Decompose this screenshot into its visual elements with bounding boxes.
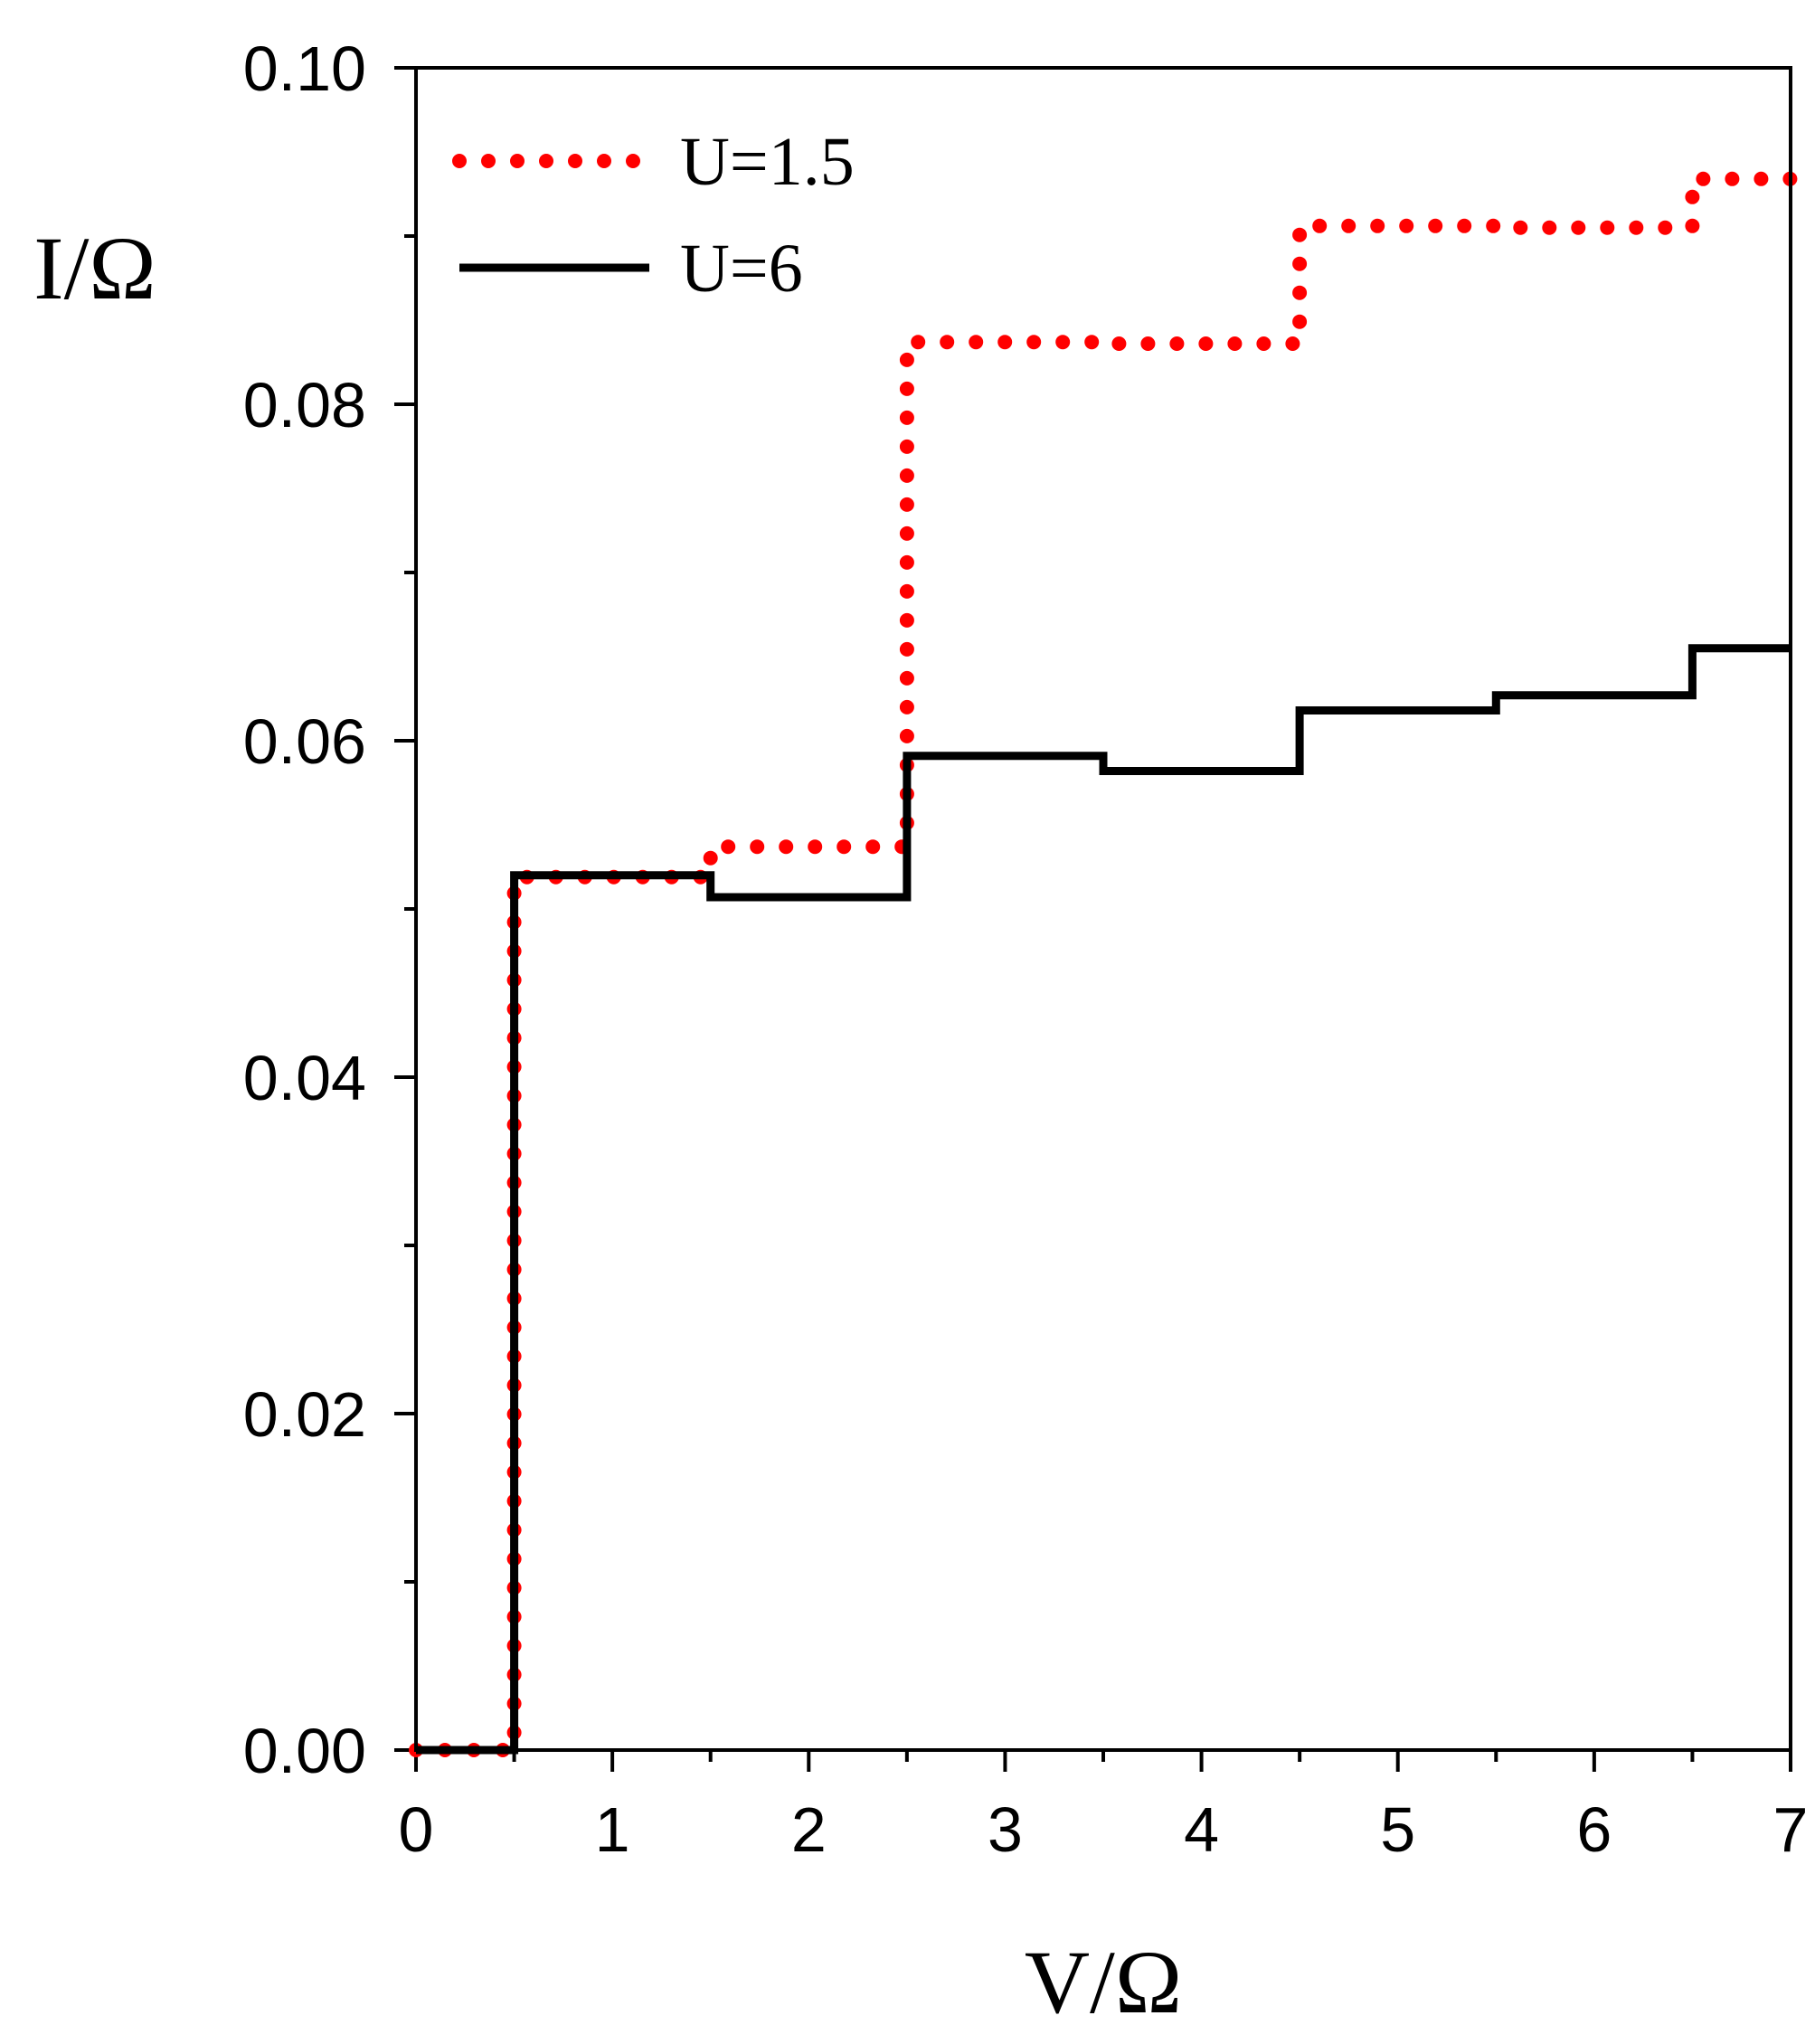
- y-tick-label: 0.04: [243, 1043, 366, 1113]
- x-tick-label: 6: [1576, 1794, 1612, 1865]
- y-tick-label: 0.02: [243, 1379, 366, 1450]
- y-tick-label: 0.10: [243, 33, 366, 104]
- plot-frame: [414, 66, 1792, 1752]
- series-layer: [409, 171, 1798, 1757]
- y-axis-ticks: 0.00 0.02 0.04 0.06 0.08 0.10: [243, 33, 416, 1786]
- x-tick-label: 5: [1380, 1794, 1415, 1865]
- x-tick-label: 4: [1184, 1794, 1219, 1865]
- series-line-u-6: [416, 644, 1791, 1755]
- x-tick-label: 0: [399, 1794, 434, 1865]
- series-line-u-1-5: [409, 171, 1798, 1757]
- legend-label: U=1.5: [680, 124, 855, 200]
- x-tick-label: 2: [791, 1794, 827, 1865]
- x-tick-label: 1: [595, 1794, 630, 1865]
- y-tick-label: 0.06: [243, 706, 366, 777]
- legend: U=1.5 U=6: [452, 124, 855, 307]
- y-tick-label: 0.00: [243, 1716, 366, 1786]
- x-tick-label: 7: [1773, 1794, 1809, 1865]
- x-axis-title: V/Ω: [1025, 1932, 1182, 2032]
- y-tick-label: 0.08: [243, 370, 366, 440]
- y-axis-title: I/Ω: [33, 218, 156, 318]
- legend-label: U=6: [680, 231, 803, 307]
- x-tick-label: 3: [988, 1794, 1023, 1865]
- x-axis-ticks: 0 1 2 3 4 5 6 7: [399, 1750, 1809, 1865]
